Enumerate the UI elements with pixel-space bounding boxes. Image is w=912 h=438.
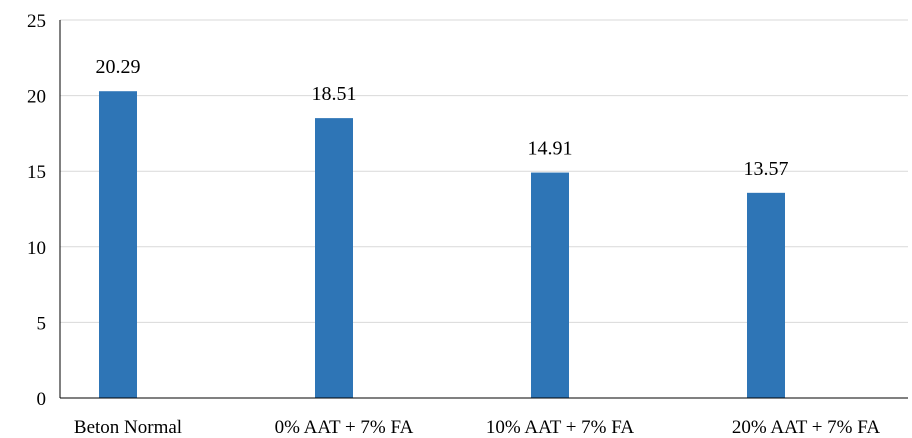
data-label: 18.51 bbox=[312, 83, 357, 105]
data-label: 20.29 bbox=[96, 56, 141, 78]
x-category-label: Beton Normal bbox=[74, 417, 182, 438]
y-tick-label: 25 bbox=[27, 11, 46, 32]
y-tick-label: 10 bbox=[27, 238, 46, 259]
data-labels: 20.29 18.51 14.91 13.57 bbox=[96, 56, 789, 180]
bars bbox=[99, 91, 785, 399]
x-category-label: 10% AAT + 7% FA bbox=[486, 417, 635, 438]
x-category-label: 0% AAT + 7% FA bbox=[275, 417, 414, 438]
y-tick-label: 20 bbox=[27, 87, 46, 108]
bar bbox=[747, 192, 785, 398]
data-label: 14.91 bbox=[528, 138, 573, 160]
x-category-label: 20% AAT + 7% FA bbox=[732, 417, 881, 438]
y-tick-label: 0 bbox=[37, 389, 47, 410]
y-tick-label: 15 bbox=[27, 162, 46, 183]
y-axis-ticks: 0 5 10 15 20 25 bbox=[27, 11, 46, 410]
bar bbox=[531, 172, 569, 398]
category-labels: Beton Normal 0% AAT + 7% FA 10% AAT + 7% F… bbox=[74, 417, 881, 438]
bar bbox=[315, 118, 353, 399]
bar bbox=[99, 91, 137, 398]
y-tick-label: 5 bbox=[37, 313, 47, 334]
data-label: 13.57 bbox=[744, 158, 789, 180]
